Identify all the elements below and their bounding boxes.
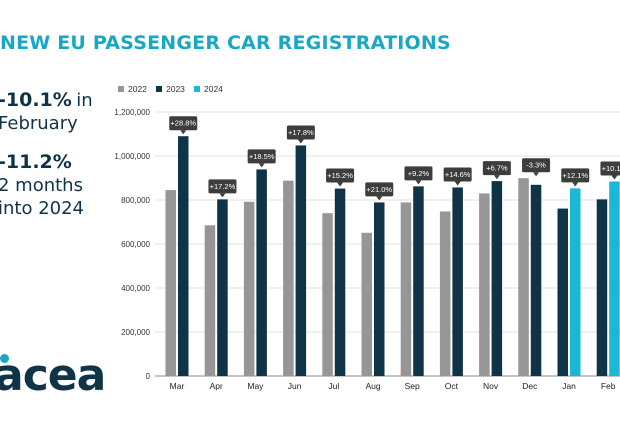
x-tick-label: Sep [405, 381, 420, 391]
change-callout-pointer [219, 193, 226, 198]
change-callout-pointer [533, 172, 540, 177]
change-callout-pointer [180, 130, 187, 135]
bar-2024-feb [609, 181, 620, 376]
change-callout-box [561, 168, 590, 183]
change-callout-label: -3.3% [526, 161, 546, 170]
bar-2023-feb [596, 199, 608, 376]
change-callout-label: +17.2% [210, 182, 236, 191]
legend-label-2022: 2022 [128, 84, 147, 94]
february-change-in: in [76, 90, 93, 111]
bar-2022-may [243, 201, 255, 376]
x-tick-label: Apr [210, 381, 223, 391]
y-tick-label: 200,000 [121, 328, 150, 337]
change-callout-box [247, 149, 276, 164]
february-change-value: -10.1% [0, 89, 72, 111]
legend-swatch-2024 [194, 86, 200, 92]
bar-2023-oct [452, 187, 463, 376]
bar-2023-jul [334, 188, 346, 376]
bar-2023-dec [530, 184, 542, 376]
x-tick-label: Oct [445, 381, 459, 391]
change-callout-box [326, 168, 355, 183]
bar-2024-jan [570, 188, 581, 376]
change-callout-pointer [297, 139, 304, 144]
two-month-change-year: into 2024 [0, 198, 85, 219]
change-callout-label: +9.2% [408, 169, 430, 178]
logo-text: acea [0, 350, 106, 401]
x-tick-label: Nov [483, 381, 499, 391]
change-callout-box [286, 125, 315, 140]
legend-swatch-2023 [156, 86, 162, 92]
legend-label-2023: 2023 [166, 84, 185, 94]
y-tick-label: 400,000 [121, 284, 150, 293]
x-tick-label: Mar [170, 381, 185, 391]
bar-2022-jun [283, 180, 294, 376]
two-month-change-stat: -11.2% 2 months into 2024 [0, 150, 84, 220]
change-callout-label: +18.5% [249, 152, 275, 161]
y-tick-label: 600,000 [121, 240, 150, 249]
change-callout-pointer [376, 196, 383, 201]
bar-2022-apr [204, 225, 216, 376]
x-tick-label: Jun [288, 381, 302, 391]
change-callout-box [600, 161, 620, 176]
bar-2022-aug [361, 232, 372, 376]
change-callout-box [169, 116, 198, 131]
change-callout-label: +15.2% [327, 171, 353, 180]
bar-2022-jul [322, 213, 333, 376]
change-callout-label: +12.1% [562, 171, 588, 180]
bar-2023-jan [557, 208, 568, 376]
change-callout-pointer [337, 182, 344, 187]
change-callout-pointer [258, 163, 265, 168]
logo-dot [0, 354, 9, 363]
change-callout-box [443, 167, 472, 182]
y-tick-label: 800,000 [121, 196, 150, 205]
bar-2022-sep [400, 202, 412, 376]
change-callout-label: +21.0% [366, 185, 392, 194]
change-callout-box [522, 158, 551, 173]
february-change-month: February [0, 113, 78, 134]
y-tick-label: 1,200,000 [114, 108, 150, 117]
x-tick-label: Dec [522, 381, 538, 391]
change-callout-label: +28.8% [170, 119, 196, 128]
bar-2023-apr [217, 199, 228, 376]
x-tick-label: Jul [328, 381, 339, 391]
bar-2023-aug [374, 202, 385, 376]
change-callout-label: +14.6% [445, 170, 471, 179]
x-tick-label: Aug [365, 381, 380, 391]
two-month-change-label: 2 months [0, 175, 83, 196]
legend-label-2024: 2024 [204, 84, 223, 94]
bar-2022-oct [439, 211, 451, 376]
change-callout-label: +10.1% [602, 164, 620, 173]
page-title: NEW EU PASSENGER CAR REGISTRATIONS [0, 32, 451, 54]
change-callout-box [482, 161, 511, 176]
bar-2023-nov [491, 181, 503, 376]
bar-2022-dec [518, 178, 529, 376]
change-callout-box [404, 166, 433, 181]
x-tick-label: Jan [562, 381, 576, 391]
change-callout-pointer [454, 181, 461, 186]
y-tick-label: 1,000,000 [114, 152, 150, 161]
change-callout-pointer [493, 175, 500, 180]
change-callout-box [365, 182, 394, 197]
x-tick-label: Feb [601, 381, 616, 391]
bar-2023-jun [295, 145, 307, 376]
change-callout-box [208, 179, 237, 194]
two-month-change-value: -11.2% [0, 151, 72, 173]
acea-logo: acea [0, 350, 106, 401]
february-change-stat: -10.1% in February [0, 88, 93, 135]
change-callout-pointer [572, 182, 579, 187]
change-callout-pointer [611, 175, 618, 180]
legend-swatch-2022 [118, 86, 124, 92]
change-callout-label: +17.8% [288, 128, 314, 137]
bar-2022-mar [165, 190, 176, 376]
y-tick-label: 0 [146, 372, 151, 381]
bar-2022-nov [479, 193, 490, 376]
bar-2023-may [256, 169, 267, 376]
bar-2023-sep [413, 186, 424, 376]
bar-2023-mar [178, 136, 189, 376]
change-callout-pointer [415, 180, 422, 185]
x-tick-label: May [247, 381, 264, 391]
change-callout-label: +6.7% [486, 164, 508, 173]
